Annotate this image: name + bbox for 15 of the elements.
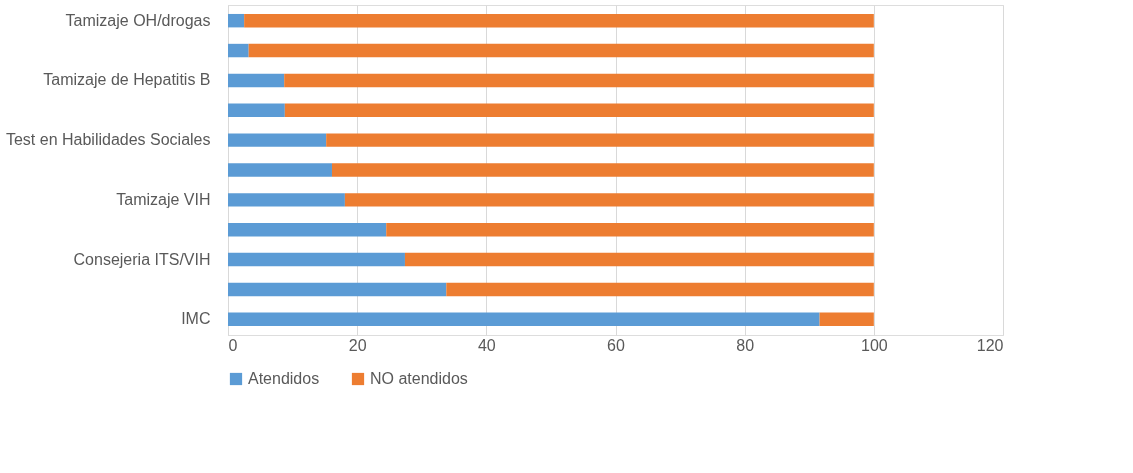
y-tick-label: Tamizaje VIH <box>116 190 211 208</box>
x-tick-label: 20 <box>348 336 367 354</box>
legend-label: NO atendidos <box>370 370 468 387</box>
y-tick-label: Test en Habilidades Sociales <box>5 131 211 149</box>
x-tick-label: 60 <box>607 336 625 354</box>
y-tick-label: Tamizaje de Hepatitis B <box>43 71 211 89</box>
x-tick-label: 120 <box>976 336 1004 354</box>
x-tick-label: 80 <box>736 336 755 354</box>
y-tick-label: Consejeria ITS/VIH <box>73 250 211 268</box>
x-tick-label: 100 <box>860 336 888 354</box>
y-tick-label: Tamizaje OH/drogas <box>65 11 211 29</box>
x-tick-label: 40 <box>477 336 496 354</box>
y-tick-label: IMC <box>181 310 211 328</box>
x-tick-label: 0 <box>228 336 238 354</box>
legend-label: Atendidos <box>248 370 320 387</box>
